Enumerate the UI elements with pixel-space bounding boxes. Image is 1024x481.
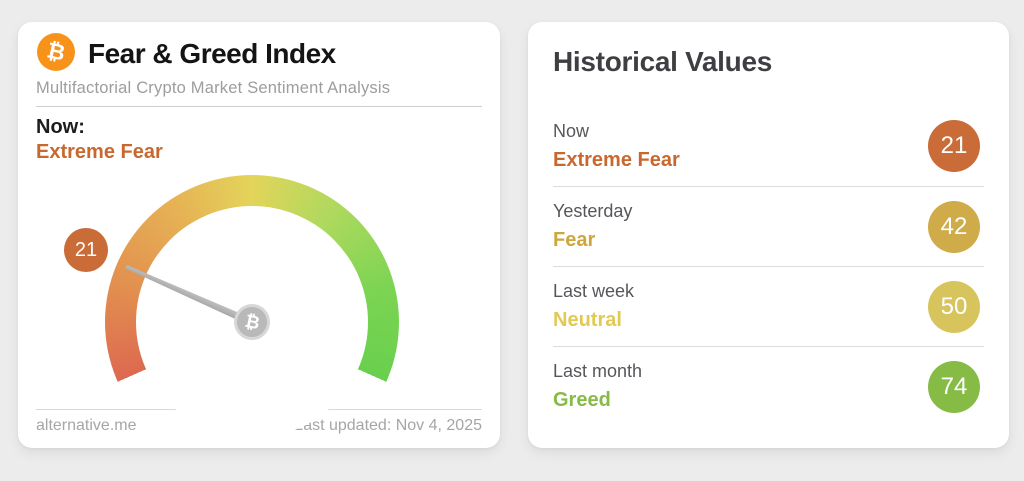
row-sentiment: Fear <box>553 229 596 251</box>
gauge-value-badge: 21 <box>64 228 108 272</box>
row-value-badge: 42 <box>928 200 980 253</box>
row-label: Last week <box>553 281 635 301</box>
bitcoin-icon: ₿ <box>44 38 68 67</box>
gauge-hub: ₿ <box>234 304 270 340</box>
card-title: Fear & Greed Index <box>88 38 336 69</box>
historical-row-last-week: Last week Neutral 50 <box>553 266 984 346</box>
row-sentiment: Greed <box>553 389 611 411</box>
row-sentiment: Neutral <box>553 309 622 331</box>
header-divider <box>36 106 482 107</box>
historical-rows: Now Extreme Fear 21 Yesterday Fear 42 La… <box>553 106 984 426</box>
card-subtitle: Multifactorial Crypto Market Sentiment A… <box>36 79 391 97</box>
row-value-badge: 21 <box>928 120 980 172</box>
bitcoin-logo: ₿ <box>37 33 75 71</box>
row-label: Now <box>553 120 590 141</box>
historical-title: Historical Values <box>553 46 773 77</box>
row-value-badge: 74 <box>928 360 980 413</box>
row-sentiment: Extreme Fear <box>553 148 680 171</box>
historical-row-last-month: Last month Greed 74 <box>553 346 984 426</box>
historical-row-yesterday: Yesterday Fear 42 <box>553 186 984 266</box>
historical-values-card: Historical Values Now Extreme Fear 21 Ye… <box>528 22 1009 448</box>
now-label: Now: <box>36 116 85 138</box>
fear-greed-gauge-card: ₿ Fear & Greed Index Multifactorial Cryp… <box>18 22 500 469</box>
now-sentiment: Extreme Fear <box>36 141 163 163</box>
sentiment-gauge: ₿ <box>102 162 402 469</box>
row-label: Last month <box>553 361 643 381</box>
bitcoin-hub-icon: ₿ <box>242 310 262 334</box>
row-label: Yesterday <box>553 201 633 221</box>
row-value-badge: 50 <box>928 280 980 333</box>
attribution-link[interactable]: alternative.me <box>36 417 137 434</box>
historical-row-now: Now Extreme Fear 21 <box>553 106 984 186</box>
